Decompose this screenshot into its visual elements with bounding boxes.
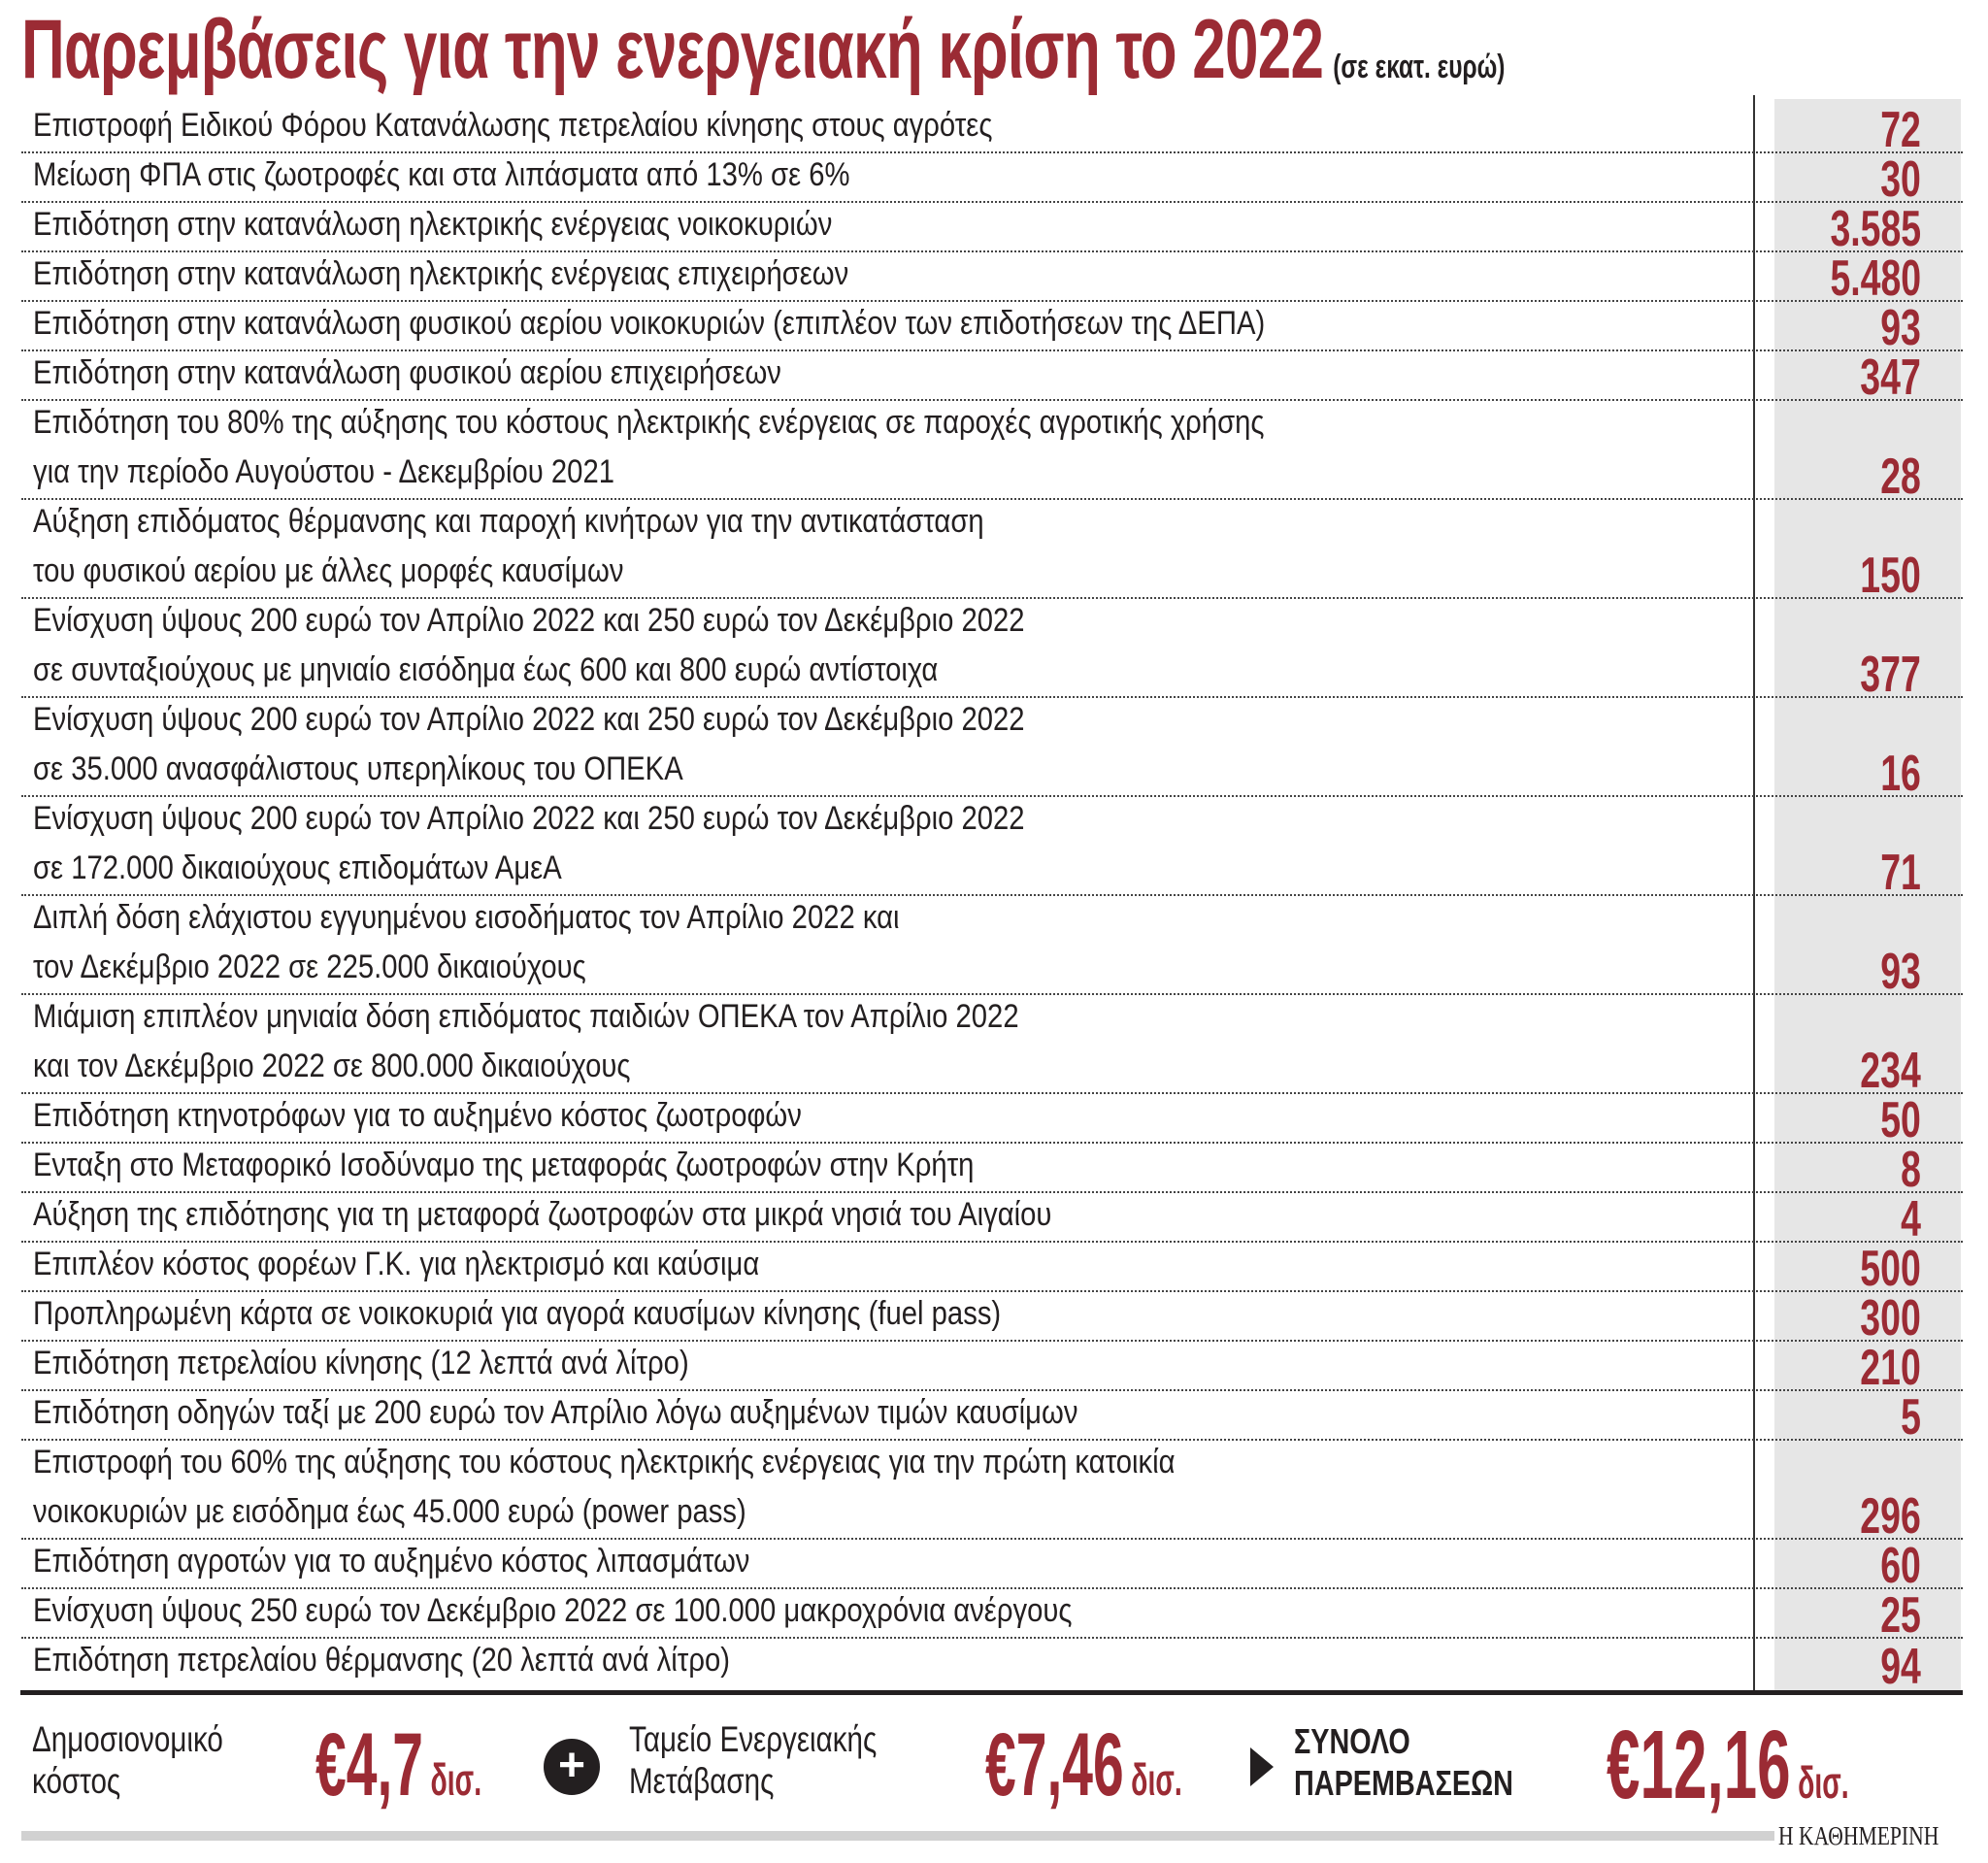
measure-value: 16 — [1880, 746, 1921, 802]
measure-description: Μιάμιση επιπλέον μηνιαία δόση επιδόματος… — [33, 998, 1019, 1035]
measure-description: Διπλή δόση ελάχιστου εγγυημένου εισοδήμα… — [33, 899, 900, 936]
table-row: Διπλή δόση ελάχιστου εγγυημένου εισοδήμα… — [21, 896, 1963, 1000]
measure-value: 5 — [1901, 1389, 1921, 1446]
measure-value: 28 — [1880, 449, 1921, 505]
measure-description: για την περίοδο Αυγούστου - Δεκεμβρίου 2… — [33, 453, 614, 490]
measure-description: Επιδότηση στην κατανάλωση ηλεκτρικής ενέ… — [33, 255, 849, 292]
measure-value: 347 — [1860, 349, 1921, 406]
measure-value: 93 — [1880, 944, 1921, 1000]
table-row: Επιδότηση στην κατανάλωση ηλεκτρικής ενέ… — [21, 250, 1963, 307]
fund-value: €7,46 δισ. — [985, 1715, 1182, 1814]
measure-description: Ενίσχυση ύψους 200 ευρώ τον Απρίλιο 2022… — [33, 701, 1025, 738]
measure-value: 234 — [1860, 1043, 1921, 1099]
total-label-line1: ΣΥΝΟΛΟ — [1294, 1721, 1410, 1761]
table-row: Αύξηση επιδόματος θέρμανσης και παροχή κ… — [21, 500, 1963, 604]
measure-description: Επιδότηση κτηνοτρόφων για το αυξημένο κό… — [33, 1097, 802, 1134]
measure-description: του φυσικού αερίου με άλλες μορφές καυσί… — [33, 552, 624, 589]
table-row: Αύξηση της επιδότησης για τη μεταφορά ζω… — [21, 1191, 1963, 1248]
measure-value: 72 — [1880, 102, 1921, 158]
measure-description: Ενίσχυση ύψους 200 ευρώ τον Απρίλιο 2022… — [33, 602, 1025, 639]
measure-description: Μείωση ΦΠΑ στις ζωοτροφές και στα λιπάσμ… — [33, 156, 850, 193]
measure-description: Αύξηση επιδόματος θέρμανσης και παροχή κ… — [33, 503, 984, 540]
measure-description: νοικοκυριών με εισόδημα έως 45.000 ευρώ … — [33, 1493, 746, 1530]
table-row: Προπληρωμένη κάρτα σε νοικοκυριά για αγο… — [21, 1290, 1963, 1347]
measure-value: 30 — [1880, 151, 1921, 208]
plus-icon: + — [544, 1739, 600, 1795]
unit-note: (σε εκατ. ευρώ) — [1333, 49, 1506, 85]
measure-description: σε συνταξιούχους με μηνιαίο εισόδημα έως… — [33, 651, 939, 688]
table-row: Επιστροφή του 60% της αύξησης του κόστου… — [21, 1441, 1963, 1545]
table-row: Επιδότηση στην κατανάλωση φυσικού αερίου… — [21, 300, 1963, 356]
table-row: Επιστροφή Ειδικού Φόρου Κατανάλωσης πετρ… — [21, 102, 1963, 158]
source-logo: Η ΚΑΘΗΜΕΡΙΝΗ — [1778, 1821, 1939, 1850]
measure-value: 296 — [1860, 1488, 1921, 1545]
page-title: Παρεμβάσεις για την ενεργειακή κρίση το … — [21, 2, 1505, 98]
measure-value: 93 — [1880, 300, 1921, 356]
measure-description: Επιδότηση στην κατανάλωση φυσικού αερίου… — [33, 354, 781, 391]
measure-description: Προπληρωμένη κάρτα σε νοικοκυριά για αγο… — [33, 1295, 1002, 1332]
measure-value: 25 — [1880, 1587, 1921, 1644]
measure-description: Επιπλέον κόστος φορέων Γ.Κ. για ηλεκτρισ… — [33, 1246, 760, 1282]
measure-description: σε 35.000 ανασφάλιστους υπερηλίκους του … — [33, 750, 683, 787]
measure-value: 377 — [1860, 647, 1921, 703]
measure-description: Ενίσχυση ύψους 250 ευρώ τον Δεκέμβριο 20… — [33, 1592, 1073, 1629]
measure-value: 4 — [1901, 1191, 1921, 1248]
fiscal-cost-label-line1: Δημοσιονομικό — [32, 1719, 223, 1759]
measure-description: Αύξηση της επιδότησης για τη μεταφορά ζω… — [33, 1196, 1052, 1233]
measure-value: 3.585 — [1830, 201, 1921, 257]
table-row: Επιδότηση κτηνοτρόφων για το αυξημένο κό… — [21, 1092, 1963, 1148]
measure-description: Επιδότηση στην κατανάλωση φυσικού αερίου… — [33, 305, 1266, 342]
measure-description: και τον Δεκέμβριο 2022 σε 800.000 δικαιο… — [33, 1048, 631, 1084]
fund-label-line2: Μετάβασης — [629, 1761, 775, 1801]
table-row: Επιδότηση στην κατανάλωση ηλεκτρικής ενέ… — [21, 201, 1963, 257]
measure-value: 300 — [1860, 1290, 1921, 1347]
measure-value: 8 — [1901, 1142, 1921, 1198]
table-row: Επιδότηση στην κατανάλωση φυσικού αερίου… — [21, 349, 1963, 406]
table-row: Ενίσχυση ύψους 200 ευρώ τον Απρίλιο 2022… — [21, 698, 1963, 802]
table-row: Επιδότηση του 80% της αύξησης του κόστου… — [21, 401, 1963, 505]
measure-description: Επιστροφή Ειδικού Φόρου Κατανάλωσης πετρ… — [33, 107, 993, 144]
fiscal-cost-label-line2: κόστος — [32, 1761, 121, 1801]
measure-description: Επιδότηση οδηγών ταξί με 200 ευρώ τον Απ… — [33, 1394, 1078, 1431]
measure-description: Ενταξη στο Μεταφορικό Ισοδύναμο της μετα… — [33, 1147, 975, 1183]
table-row: Ενίσχυση ύψους 200 ευρώ τον Απρίλιο 2022… — [21, 797, 1963, 901]
measure-value: 150 — [1860, 548, 1921, 604]
table-row: Επιδότηση οδηγών ταξί με 200 ευρώ τον Απ… — [21, 1389, 1963, 1446]
table-row: Ενίσχυση ύψους 250 ευρώ τον Δεκέμβριο 20… — [21, 1587, 1963, 1644]
measure-value: 60 — [1880, 1538, 1921, 1594]
fund-label-line1: Ταμείο Ενεργειακής — [629, 1719, 878, 1759]
total-value: €12,16 δισ. — [1607, 1711, 1849, 1819]
measure-description: Επιδότηση πετρελαίου θέρμανσης (20 λεπτά… — [33, 1642, 730, 1679]
table-row: Μείωση ΦΠΑ στις ζωοτροφές και στα λιπάσμ… — [21, 151, 1963, 208]
table-row: Μιάμιση επιπλέον μηνιαία δόση επιδόματος… — [21, 995, 1963, 1099]
table-bottom-rule — [20, 1690, 1963, 1695]
measure-description: Ενίσχυση ύψους 200 ευρώ τον Απρίλιο 2022… — [33, 800, 1025, 837]
measure-description: Επιδότηση του 80% της αύξησης του κόστου… — [33, 404, 1265, 441]
measure-value: 210 — [1860, 1340, 1921, 1396]
measure-description: Επιδότηση αγροτών για το αυξημένο κόστος… — [33, 1543, 750, 1580]
arrow-right-icon — [1250, 1747, 1274, 1786]
measure-description: τον Δεκέμβριο 2022 σε 225.000 δικαιούχου… — [33, 948, 586, 985]
measure-description: Επιδότηση στην κατανάλωση ηλεκτρικής ενέ… — [33, 206, 833, 243]
table-row: Ενταξη στο Μεταφορικό Ισοδύναμο της μετα… — [21, 1142, 1963, 1198]
table-row: Επιδότηση πετρελαίου θέρμανσης (20 λεπτά… — [21, 1639, 1963, 1692]
measure-value: 500 — [1860, 1241, 1921, 1297]
table-row: Ενίσχυση ύψους 200 ευρώ τον Απρίλιο 2022… — [21, 599, 1963, 703]
table-row: Επιδότηση αγροτών για το αυξημένο κόστος… — [21, 1538, 1963, 1594]
measure-description: Επιδότηση πετρελαίου κίνησης (12 λεπτά α… — [33, 1345, 689, 1381]
fiscal-cost-value: €4,7 δισ. — [315, 1715, 482, 1814]
measure-value: 71 — [1880, 845, 1921, 901]
measure-value: 50 — [1880, 1092, 1921, 1148]
measure-value: 5.480 — [1830, 250, 1921, 307]
measure-description: σε 172.000 δικαιούχους επιδομάτων ΑμεΑ — [33, 849, 562, 886]
title-text: Παρεμβάσεις για την ενεργειακή κρίση το … — [21, 3, 1324, 96]
measure-value: 94 — [1880, 1639, 1921, 1695]
measures-table: Επιστροφή Ειδικού Φόρου Κατανάλωσης πετρ… — [21, 102, 1963, 1692]
table-row: Επιπλέον κόστος φορέων Γ.Κ. για ηλεκτρισ… — [21, 1241, 1963, 1297]
footer-bar — [21, 1831, 1774, 1841]
table-row: Επιδότηση πετρελαίου κίνησης (12 λεπτά α… — [21, 1340, 1963, 1396]
total-label-line2: ΠΑΡΕΜΒΑΣΕΩΝ — [1294, 1763, 1513, 1803]
measure-description: Επιστροφή του 60% της αύξησης του κόστου… — [33, 1444, 1176, 1480]
